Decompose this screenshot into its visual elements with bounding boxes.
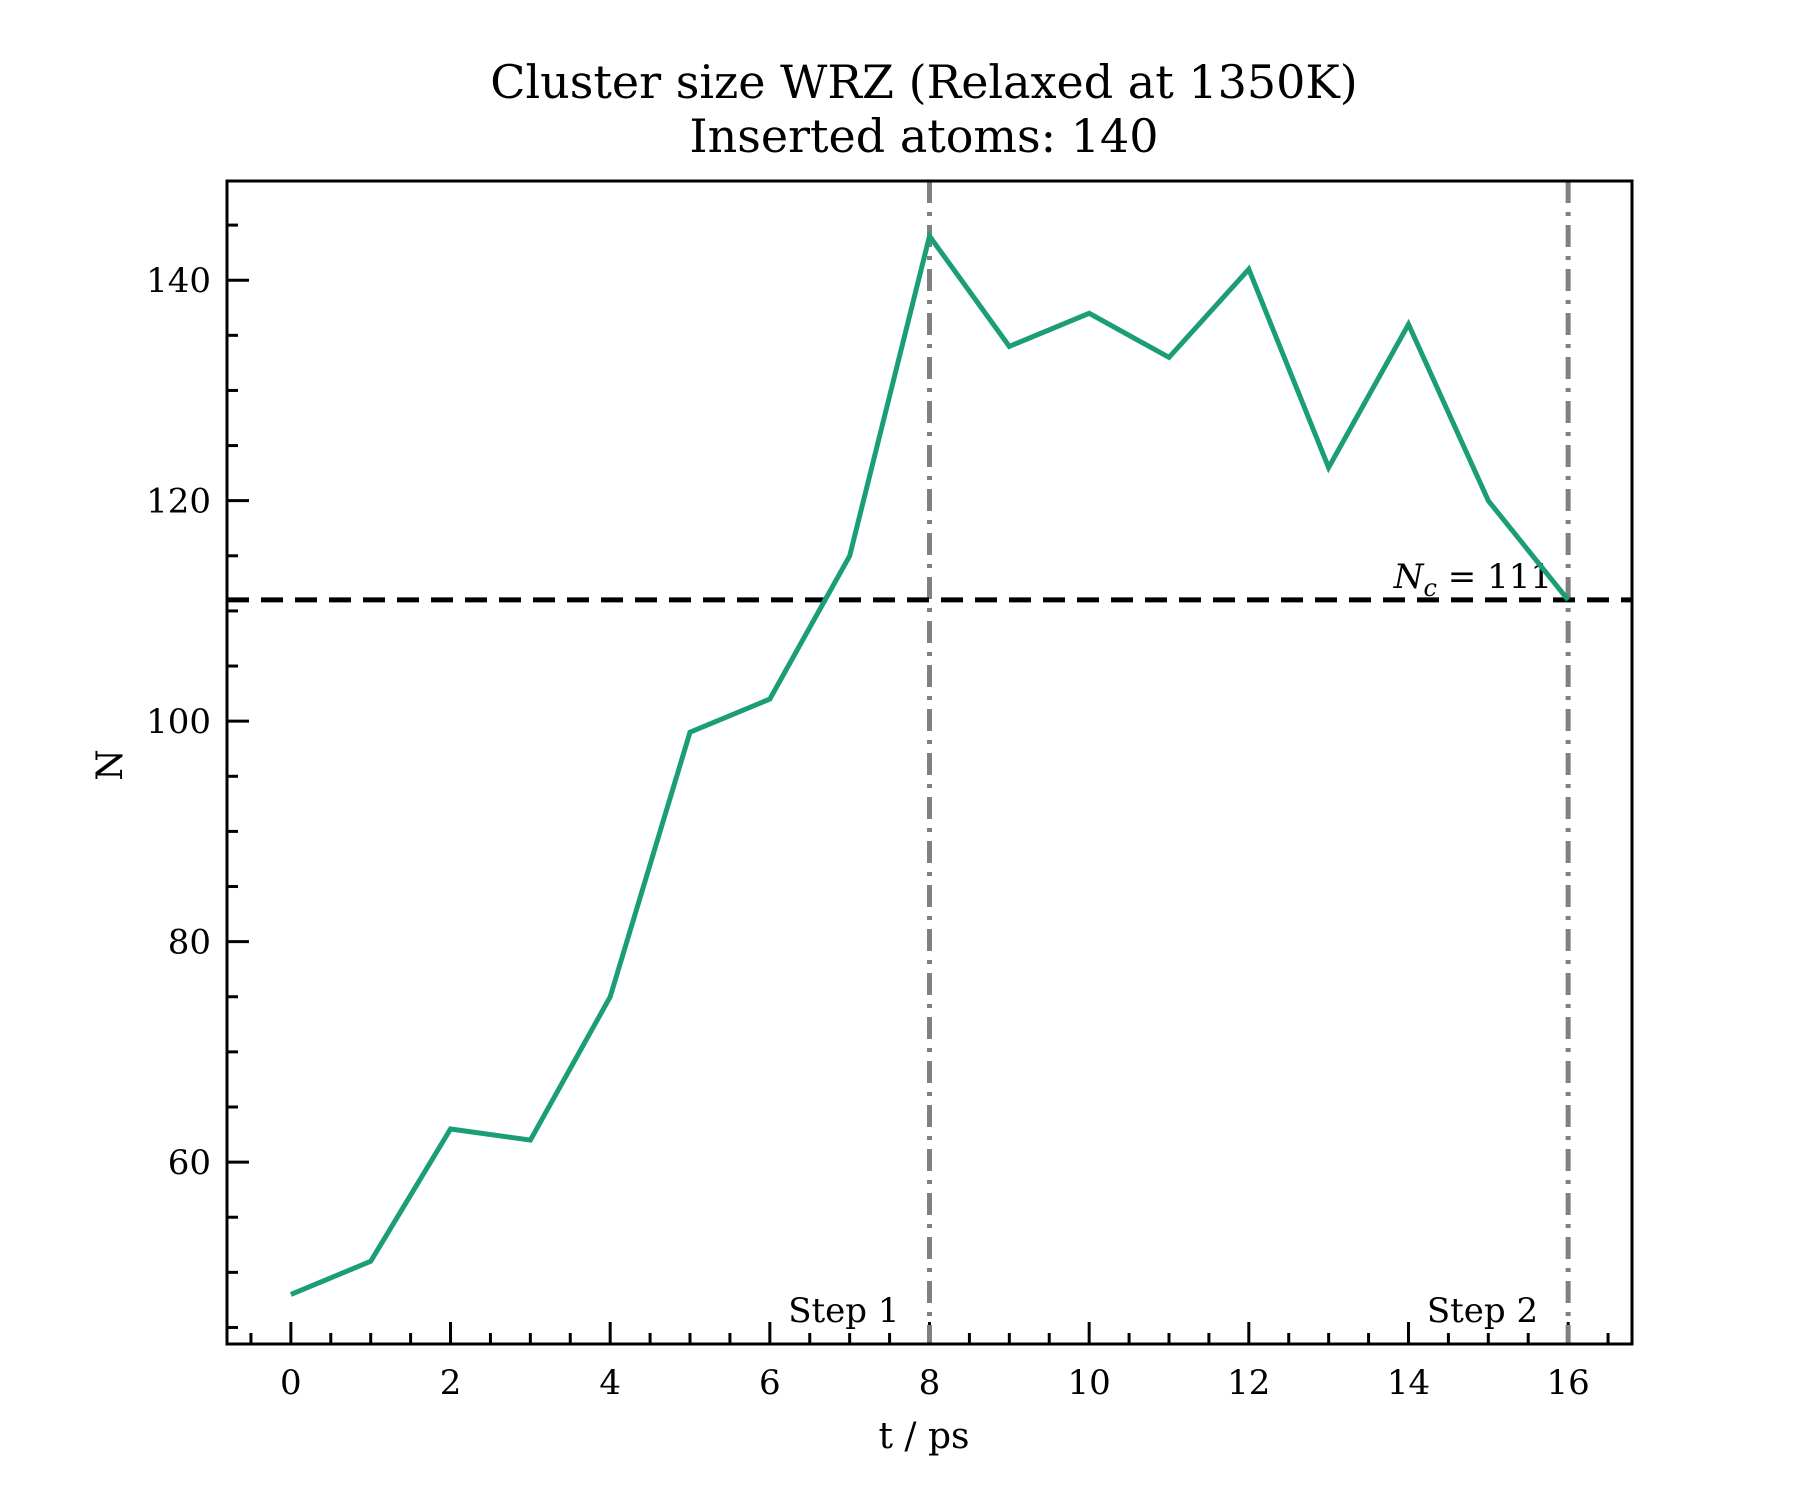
y-tick-label: 120: [146, 482, 211, 522]
y-tick-label: 140: [146, 261, 211, 301]
x-tick-label: 4: [599, 1363, 621, 1403]
x-tick-label: 0: [280, 1363, 302, 1403]
x-tick-label: 16: [1547, 1363, 1590, 1403]
vertical-line-label: Step 2: [1427, 1291, 1538, 1331]
x-tick-label: 6: [759, 1363, 781, 1403]
y-axis-label: N: [90, 749, 131, 781]
x-tick-label: 2: [440, 1363, 462, 1403]
x-axis-label: t / ps: [878, 1416, 969, 1457]
y-tick-label: 80: [168, 923, 211, 963]
plot-area: 0 2 4 6 8 10 12 14 16 60 80 100 120 140 Step 1 Step 2 Nc…: [146, 179, 1634, 1403]
x-tick-label: 8: [919, 1363, 941, 1403]
chart-title-line-2: Inserted atoms: 140: [689, 109, 1158, 163]
x-tick-label: 14: [1387, 1363, 1430, 1403]
y-tick-label: 60: [168, 1143, 211, 1183]
chart-title-line-1: Cluster size WRZ (Relaxed at 1350K): [490, 55, 1357, 109]
y-tick-label: 100: [146, 702, 211, 742]
threshold-label: Nc = 111: [1393, 557, 1552, 602]
vertical-line-label: Step 1: [788, 1291, 899, 1331]
plot-frame: [225, 179, 1634, 1346]
x-tick-label: 12: [1227, 1363, 1270, 1403]
x-tick-label: 10: [1068, 1363, 1111, 1403]
